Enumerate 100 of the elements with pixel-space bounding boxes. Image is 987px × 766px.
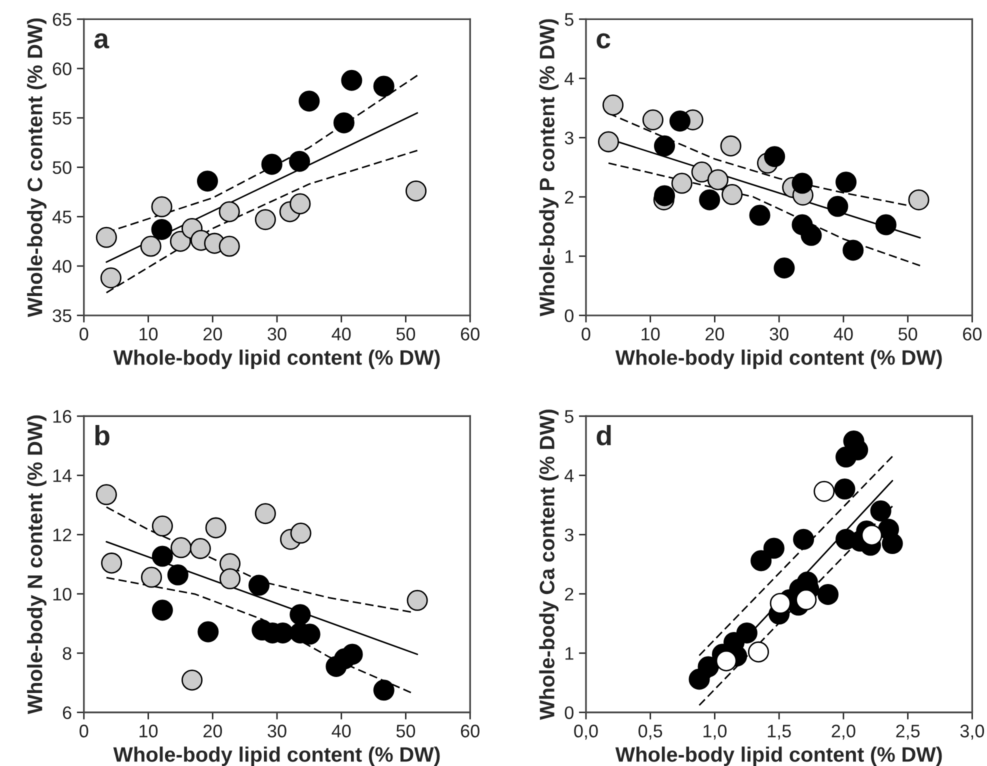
point	[671, 172, 692, 194]
y-tick-label: 0	[564, 309, 574, 322]
point	[373, 76, 394, 97]
point	[763, 538, 784, 559]
y-tick-label: 45	[52, 210, 72, 224]
point	[870, 500, 892, 522]
y-tick-label: 40	[52, 260, 72, 273]
y-tick-label: 16	[53, 410, 72, 423]
point	[218, 201, 240, 222]
point	[100, 267, 122, 288]
point	[151, 196, 172, 218]
x-tick-label: 0	[582, 328, 590, 340]
point	[792, 172, 813, 194]
x-tick-label: 10	[140, 328, 158, 340]
point	[290, 522, 312, 544]
x-tick-label: 40	[332, 724, 351, 738]
point	[140, 236, 162, 257]
y-tick-label: 50	[52, 161, 72, 174]
point	[817, 584, 839, 605]
point	[205, 517, 226, 538]
y-tick-label: 12	[53, 528, 72, 542]
x-tick-label: 20	[706, 328, 724, 340]
y-tick-label: 60	[52, 62, 72, 76]
point	[290, 604, 311, 626]
x-tick-label: 0,5	[638, 724, 662, 740]
x-tick-label: 0	[80, 724, 88, 738]
x-axis-title: Whole-body lipid content (% DW)	[113, 746, 440, 766]
point	[170, 230, 191, 252]
point	[882, 533, 903, 554]
point	[875, 214, 896, 236]
point	[796, 589, 817, 610]
point	[691, 162, 712, 183]
x-tick-label: 60	[460, 724, 480, 738]
x-tick-label: 40	[834, 328, 853, 340]
chart-title: c	[596, 33, 610, 48]
x-tick-label: 60	[460, 328, 480, 340]
x-tick-label: 20	[204, 724, 222, 738]
point	[254, 209, 276, 230]
y-tick-label: 3	[564, 528, 574, 542]
y-tick-label: 2	[565, 190, 574, 204]
point	[151, 218, 172, 240]
point	[750, 550, 772, 572]
x-tick-label: 30	[770, 328, 788, 340]
point	[261, 154, 282, 175]
point	[698, 656, 719, 678]
x-tick-label: 2,5	[896, 724, 920, 740]
point	[654, 185, 676, 206]
chart-title: b	[95, 425, 110, 446]
y-tick-label: 6	[62, 706, 72, 720]
x-tick-label: 20	[204, 328, 222, 340]
point	[834, 478, 856, 500]
point	[669, 110, 690, 132]
point	[642, 109, 664, 130]
point	[654, 135, 676, 156]
y-tick-label: 65	[52, 13, 72, 26]
point	[298, 90, 320, 112]
point	[373, 680, 394, 701]
point	[598, 131, 620, 152]
point	[716, 650, 737, 672]
y-axis-title: Whole-body P content (% DW)	[539, 19, 559, 316]
point	[406, 180, 427, 202]
point	[196, 170, 218, 192]
y-tick-label: 55	[52, 112, 72, 125]
y-tick-label: 3	[564, 132, 574, 144]
point	[152, 600, 173, 621]
point	[764, 146, 786, 168]
y-tick-label: 35	[52, 309, 72, 322]
y-tick-label: 8	[62, 647, 72, 660]
x-tick-label: 10	[140, 724, 158, 738]
point	[140, 566, 162, 588]
point	[152, 546, 173, 567]
x-tick-label: 0,0	[574, 724, 598, 740]
y-axis-title: Whole-body C content (% DW)	[27, 18, 46, 318]
point	[290, 193, 311, 214]
point	[707, 169, 728, 190]
x-axis-title: Whole-body lipid content (% DW)	[615, 746, 942, 766]
point	[333, 112, 354, 134]
x-tick-label: 60	[963, 328, 982, 340]
point	[170, 537, 192, 558]
x-tick-label: 50	[396, 724, 416, 738]
x-axis-title: Whole-body lipid content (% DW)	[113, 350, 440, 370]
y-tick-label: 0	[564, 706, 574, 720]
point	[341, 70, 362, 91]
point	[722, 184, 743, 206]
point	[254, 503, 276, 524]
x-tick-label: 10	[642, 328, 660, 340]
point	[836, 172, 857, 193]
point	[101, 552, 122, 574]
point	[152, 516, 173, 537]
y-tick-label: 1	[566, 647, 574, 660]
point	[749, 204, 770, 226]
y-tick-label: 5	[564, 410, 574, 423]
point	[861, 524, 882, 546]
x-axis-title: Whole-body lipid content (% DW)	[615, 350, 942, 370]
point	[842, 240, 864, 261]
point	[774, 257, 795, 279]
point	[770, 592, 791, 614]
point	[289, 150, 310, 172]
x-tick-label: 1,5	[768, 724, 791, 740]
point	[736, 622, 758, 644]
